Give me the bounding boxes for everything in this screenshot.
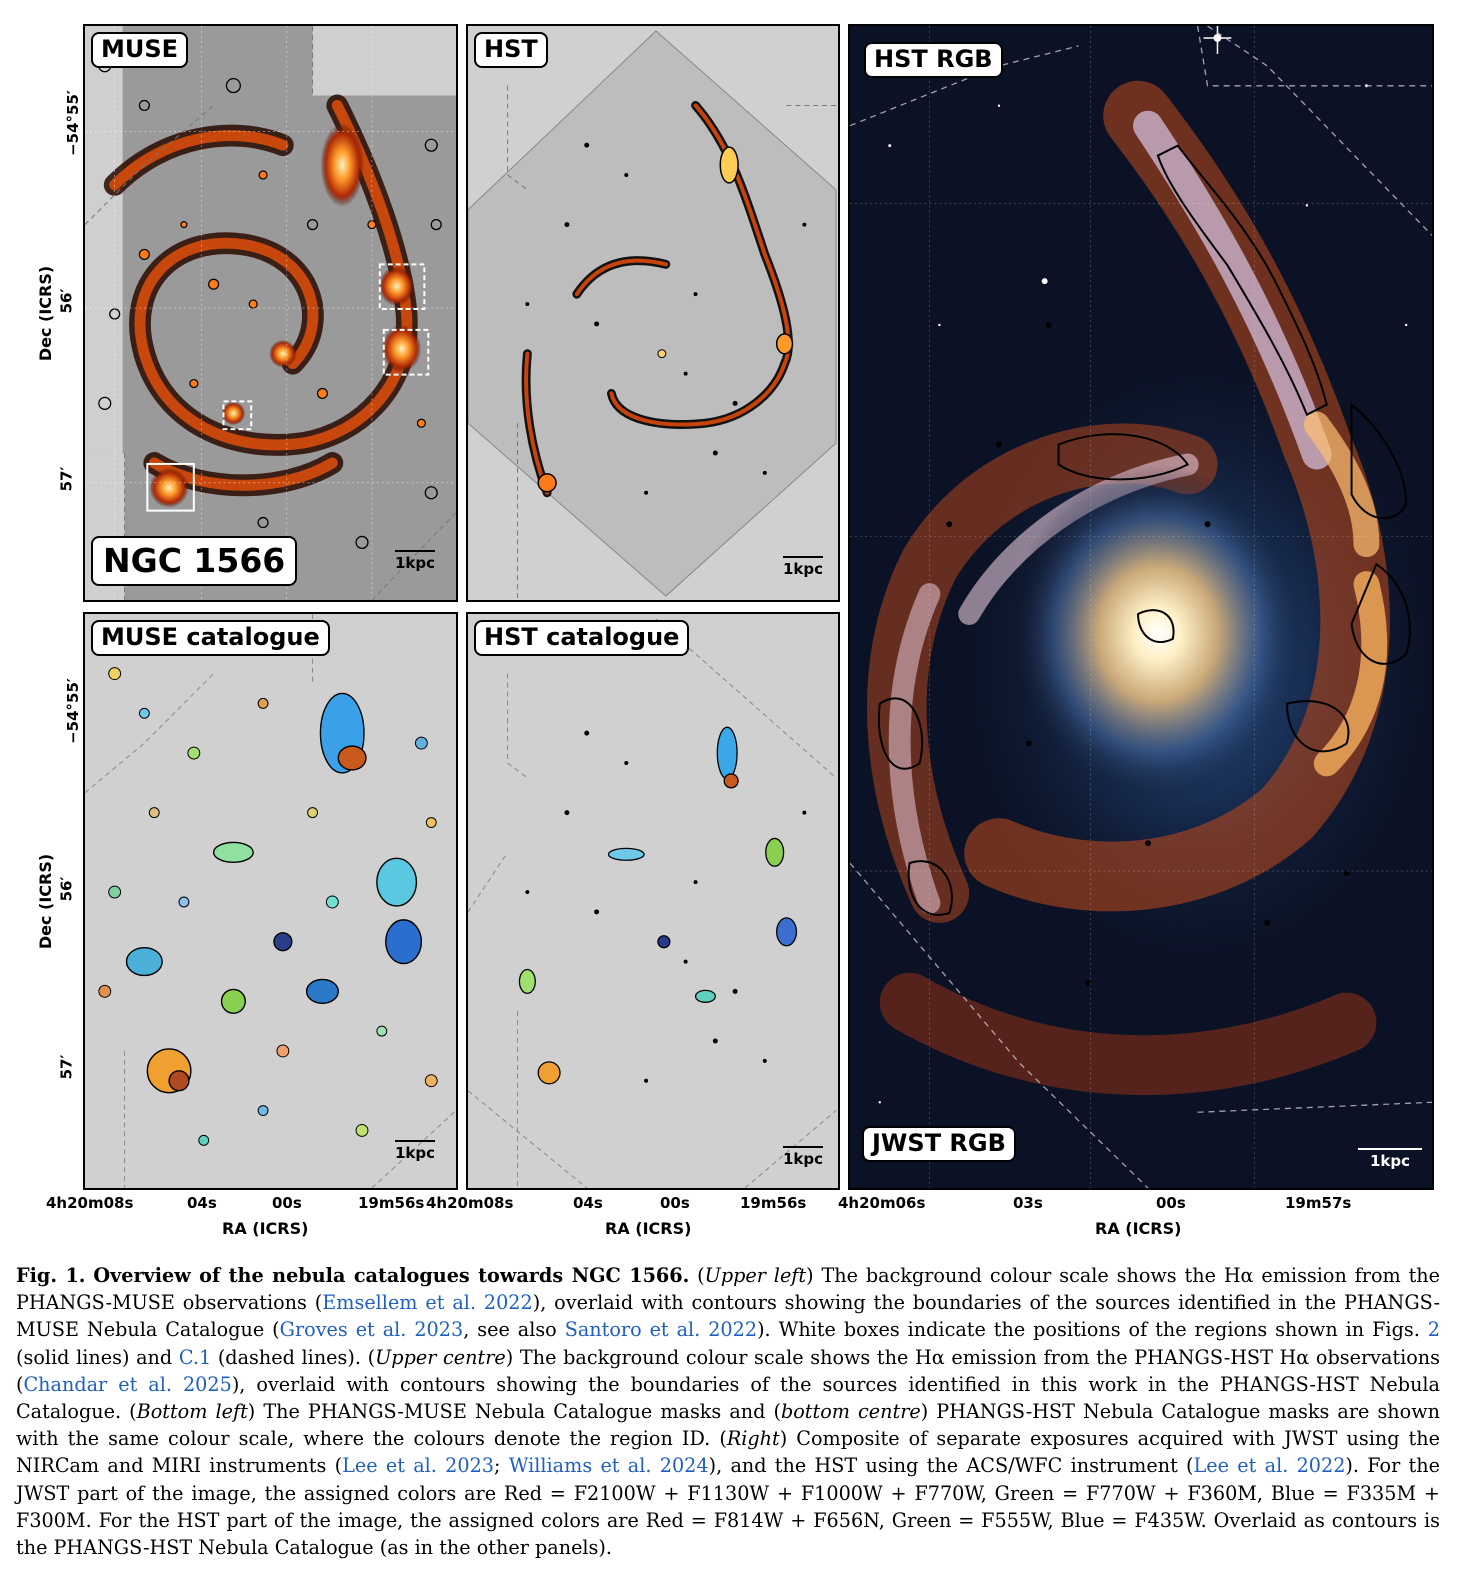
muse-catalogue-label: MUSE catalogue xyxy=(91,620,330,656)
dec-tick-lower-3: 57′ xyxy=(57,1054,76,1080)
muse-cat-scalebar: 1kpc xyxy=(385,1140,445,1162)
caption-title: Overview of the nebula catalogues toward… xyxy=(93,1264,690,1287)
ra-tick-right-2: 03s xyxy=(1013,1194,1043,1212)
muse-halpha-image xyxy=(85,26,456,600)
dec-tick-upper-2: 56′ xyxy=(57,288,76,314)
ra-tick-left-1: 4h20m08s xyxy=(46,1194,134,1212)
muse-label: MUSE xyxy=(91,32,189,68)
hst-rgb-label: HST RGB xyxy=(864,42,1003,78)
dec-axis-title-lower: Dec (ICRS) xyxy=(36,853,56,950)
ra-axis-title-left: RA (ICRS) xyxy=(222,1219,309,1238)
hst-cat-scalebar: 1kpc xyxy=(773,1146,833,1168)
ra-tick-left-4: 19m56s xyxy=(358,1194,425,1212)
caption-text-14: ). For the JWST part of the image, the a… xyxy=(16,1454,1440,1560)
citation-chandar-2025[interactable]: Chandar et al. 2025 xyxy=(23,1372,232,1396)
hst-label: HST xyxy=(474,32,548,68)
ra-tick-right-4: 19m57s xyxy=(1285,1194,1352,1212)
rgb-scale-label: 1kpc xyxy=(1369,1152,1411,1170)
hst-catalogue-masks xyxy=(468,618,837,1188)
muse-catalogue-masks xyxy=(85,614,456,1188)
caption-text-6: (dashed lines). ( xyxy=(211,1345,376,1369)
caption-upper-left: Upper left xyxy=(704,1264,807,1287)
citation-santoro-2022[interactable]: Santoro et al. 2022 xyxy=(564,1318,758,1342)
rgb-composite-image xyxy=(850,26,1432,1188)
hst-scale-label: 1kpc xyxy=(782,560,824,578)
hst-cat-scale-label: 1kpc xyxy=(782,1150,824,1168)
dec-tick-upper-3: 57′ xyxy=(57,466,76,492)
ra-tick-center-1: 4h20m08s xyxy=(426,1194,514,1212)
caption-upper-centre: Upper centre xyxy=(375,1345,506,1369)
caption-text-4: ). White boxes indicate the positions of… xyxy=(757,1318,1428,1342)
ra-tick-right-3: 00s xyxy=(1156,1194,1186,1212)
caption-right: Right xyxy=(726,1427,780,1451)
muse-catalogue-panel: MUSE catalogue 1kpc xyxy=(83,612,458,1190)
caption-text-7: ) The background colour scale shows the … xyxy=(16,1345,1440,1396)
muse-cat-scale-label: 1kpc xyxy=(394,1144,436,1162)
ra-tick-center-3: 00s xyxy=(660,1194,690,1212)
dec-axis-title-upper: Dec (ICRS) xyxy=(36,265,56,362)
caption-text-3: , see also xyxy=(463,1318,565,1342)
figure-link-2[interactable]: 2 xyxy=(1427,1318,1440,1342)
figure-link-c1[interactable]: C.1 xyxy=(178,1345,212,1369)
muse-scale-label: 1kpc xyxy=(394,554,436,572)
dec-tick-lower-1: −54°55′ xyxy=(63,678,82,744)
ra-tick-center-2: 04s xyxy=(573,1194,603,1212)
hst-halpha-image xyxy=(468,30,837,600)
caption-text-8: ), overlaid with contours showing the bo… xyxy=(16,1372,1440,1424)
citation-lee-2023[interactable]: Lee et al. 2023 xyxy=(342,1454,494,1478)
galaxy-name-label: NGC 1566 xyxy=(91,536,298,586)
caption-fig-number: Fig. 1. xyxy=(16,1264,86,1287)
jwst-rgb-label: JWST RGB xyxy=(862,1126,1016,1162)
citation-emsellem-2022[interactable]: Emsellem et al. 2022 xyxy=(322,1291,533,1315)
ra-tick-center-4: 19m56s xyxy=(740,1194,807,1212)
caption-text-12: ; xyxy=(494,1454,509,1478)
citation-lee-2022[interactable]: Lee et al. 2022 xyxy=(1193,1454,1346,1478)
caption-text-10: ) PHANGS-HST Nebula Catalogue masks are … xyxy=(16,1400,1440,1451)
caption-text-9: ) The PHANGS-MUSE Nebula Catalogue masks… xyxy=(247,1400,781,1424)
ra-tick-right-1: 4h20m06s xyxy=(838,1194,926,1212)
caption-bottom-left: Bottom left xyxy=(136,1400,248,1424)
ra-tick-left-2: 04s xyxy=(187,1194,217,1212)
rgb-panel: HST RGB JWST RGB 1kpc xyxy=(848,24,1434,1190)
caption-text-2: ), overlaid with contours showing the bo… xyxy=(16,1291,1440,1342)
caption-text-1: The background colour scale shows the Hα… xyxy=(16,1264,1440,1315)
muse-panel: MUSE NGC 1566 1kpc xyxy=(83,24,458,602)
rgb-scalebar: 1kpc xyxy=(1350,1148,1430,1170)
muse-scalebar: 1kpc xyxy=(385,550,445,572)
hst-scalebar: 1kpc xyxy=(773,556,833,578)
ra-tick-left-3: 00s xyxy=(272,1194,302,1212)
dec-tick-upper-1: −54°55′ xyxy=(63,90,82,156)
caption-text-13: ), and the HST using the ACS/WFC instrum… xyxy=(708,1454,1194,1478)
caption-bottom-centre: bottom centre xyxy=(780,1400,921,1424)
ra-axis-title-right: RA (ICRS) xyxy=(1095,1219,1182,1238)
citation-groves-2023[interactable]: Groves et al. 2023 xyxy=(279,1318,464,1342)
caption-text-11: ) Composite of separate exposures acquir… xyxy=(16,1427,1440,1478)
dec-tick-lower-2: 56′ xyxy=(57,876,76,902)
hst-panel: HST 1kpc xyxy=(466,24,840,602)
hst-catalogue-label: HST catalogue xyxy=(474,620,690,656)
citation-williams-2024[interactable]: Williams et al. 2024 xyxy=(508,1454,709,1478)
figure-caption: Fig. 1. Overview of the nebula catalogue… xyxy=(16,1264,1440,1560)
caption-text-5: (solid lines) and xyxy=(16,1345,179,1369)
ra-axis-title-center: RA (ICRS) xyxy=(605,1219,692,1238)
hst-catalogue-panel: HST catalogue 1kpc xyxy=(466,612,840,1190)
